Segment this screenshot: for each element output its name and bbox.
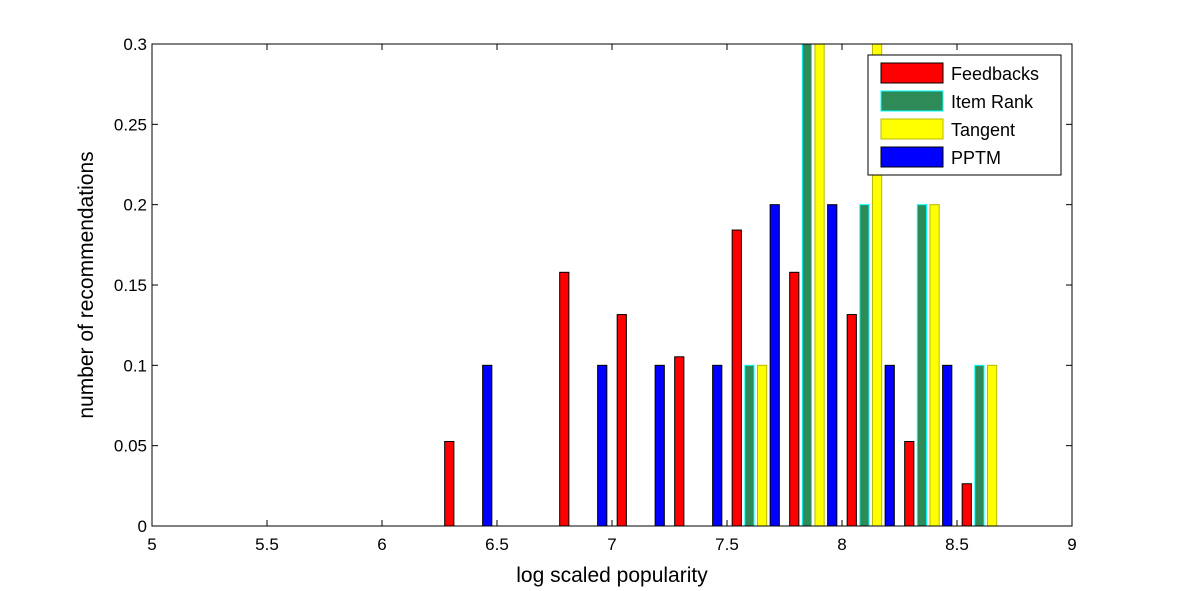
y-tick-label: 0.2 (123, 196, 147, 215)
x-tick-label: 8 (837, 535, 846, 554)
bar-feedbacks-8 (616, 314, 627, 527)
bar-feedbacks-10 (731, 229, 742, 527)
bar-feedbacks-12 (846, 314, 857, 527)
bar-pptm-7 (597, 364, 608, 527)
bar-pptm-9 (712, 364, 723, 527)
bar-feedbacks-5 (444, 440, 455, 527)
bar-pptm-10 (769, 204, 780, 527)
legend: Feedbacks Item Rank Tangent PPTM (867, 54, 1062, 176)
legend-label-item-rank: Item Rank (951, 92, 1034, 112)
y-tick-label: 0 (138, 517, 147, 536)
x-tick-label: 7.5 (715, 535, 739, 554)
bar-pptm-12 (884, 364, 895, 527)
bar-item-rank-14 (974, 364, 985, 527)
x-tick-label: 6 (377, 535, 386, 554)
bar-item-rank-12 (859, 204, 870, 527)
bar-pptm-5 (482, 364, 493, 527)
x-tick-label: 9 (1067, 535, 1076, 554)
y-tick-label: 0.25 (114, 115, 147, 134)
bars-layer (444, 43, 998, 527)
bar-feedbacks-11 (789, 271, 800, 527)
bar-pptm-8 (654, 364, 665, 527)
x-tick-label: 7 (607, 535, 616, 554)
x-tick-label: 5.5 (255, 535, 279, 554)
x-axis: 5 5.5 6 6.5 7 7.5 8 8.5 9 (147, 44, 1077, 554)
y-axis-label: number of recommendations (75, 151, 98, 418)
bar-pptm-11 (827, 204, 838, 527)
bar-feedbacks-7 (559, 271, 570, 527)
legend-label-pptm: PPTM (951, 148, 1001, 168)
bar-feedbacks-13 (904, 440, 915, 527)
bar-item-rank-11 (801, 43, 813, 527)
bar-feedbacks-9 (674, 356, 685, 527)
bar-feedbacks-14 (961, 483, 972, 527)
bar-item-rank-10 (744, 364, 755, 527)
bar-item-rank-13 (916, 204, 928, 527)
bar-tangent-10 (756, 364, 768, 527)
legend-label-tangent: Tangent (951, 120, 1015, 140)
bar-tangent-11 (814, 43, 825, 527)
legend-label-feedbacks: Feedbacks (951, 64, 1039, 84)
y-axis: 0 0.05 0.1 0.15 0.2 0.25 0.3 (114, 35, 1072, 536)
y-tick-label: 0.1 (123, 356, 147, 375)
legend-swatch-pptm (880, 146, 944, 168)
x-tick-label: 8.5 (945, 535, 969, 554)
bar-tangent-14 (986, 364, 998, 527)
y-tick-label: 0.3 (123, 35, 147, 54)
bar-pptm-13 (942, 364, 953, 527)
legend-swatch-feedbacks (880, 62, 944, 84)
x-axis-label: log scaled popularity (516, 564, 708, 587)
legend-swatch-item-rank (880, 90, 944, 112)
x-tick-label: 5 (147, 535, 156, 554)
y-tick-label: 0.05 (114, 437, 147, 456)
y-tick-label: 0.15 (114, 276, 147, 295)
legend-swatch-tangent (880, 118, 944, 140)
x-tick-label: 6.5 (485, 535, 509, 554)
bar-tangent-13 (929, 204, 940, 527)
